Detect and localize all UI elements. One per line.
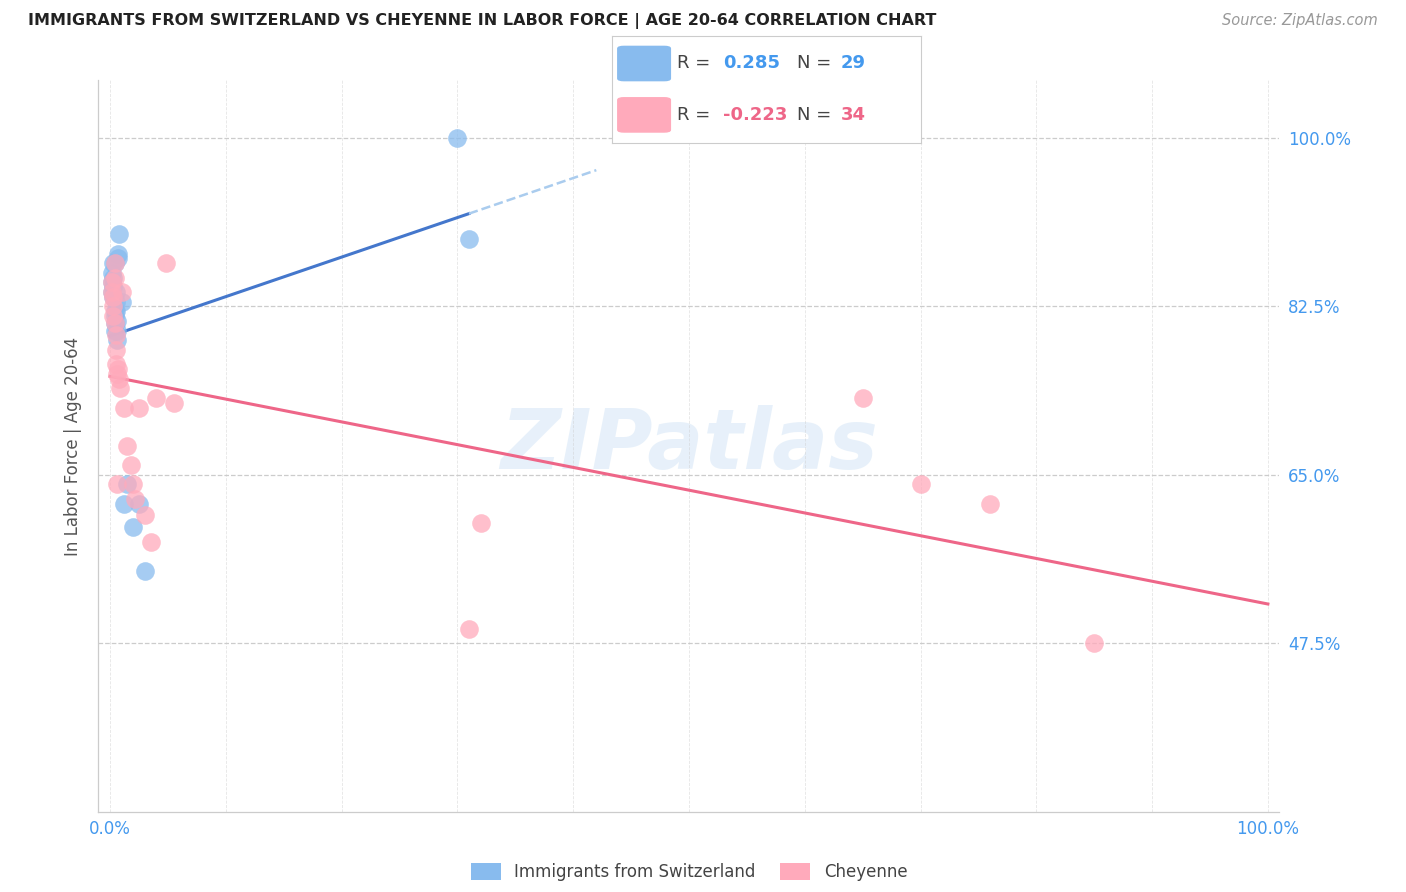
FancyBboxPatch shape	[617, 98, 671, 132]
Text: R =: R =	[676, 54, 710, 72]
Point	[110, 294, 132, 309]
Text: IMMIGRANTS FROM SWITZERLAND VS CHEYENNE IN LABOR FORCE | AGE 20-64 CORRELATION C: IMMIGRANTS FROM SWITZERLAND VS CHEYENNE …	[28, 13, 936, 29]
Point	[104, 304, 127, 318]
Text: N =: N =	[797, 106, 831, 124]
Point	[107, 252, 129, 266]
Point	[117, 439, 139, 453]
Point	[103, 309, 125, 323]
Point	[979, 497, 1001, 511]
Point	[104, 256, 127, 270]
Y-axis label: In Labor Force | Age 20-64: In Labor Force | Age 20-64	[65, 336, 83, 556]
Point	[105, 324, 128, 338]
Point	[910, 477, 932, 491]
Point	[101, 285, 124, 299]
Point	[470, 516, 492, 530]
Point	[101, 285, 124, 299]
Point	[108, 371, 131, 385]
Point	[107, 362, 129, 376]
Point	[104, 324, 127, 338]
Point	[112, 497, 135, 511]
Point	[105, 333, 128, 347]
Point	[103, 256, 125, 270]
Point	[124, 491, 146, 506]
Point	[1083, 636, 1105, 650]
Point	[104, 343, 127, 357]
Point	[145, 391, 167, 405]
Point	[105, 367, 128, 381]
Point	[104, 316, 127, 330]
Point	[446, 131, 468, 145]
Point	[101, 266, 124, 280]
Point	[104, 256, 127, 270]
Point	[110, 285, 132, 299]
Point	[103, 280, 125, 294]
Point	[104, 316, 127, 330]
Text: Source: ZipAtlas.com: Source: ZipAtlas.com	[1222, 13, 1378, 29]
Text: -0.223: -0.223	[723, 106, 787, 124]
Point	[163, 395, 186, 409]
Point	[110, 381, 132, 395]
Text: ZIPatlas: ZIPatlas	[501, 406, 877, 486]
Point	[134, 508, 156, 523]
Point	[104, 270, 127, 285]
FancyBboxPatch shape	[617, 46, 671, 80]
Point	[458, 232, 481, 246]
Point	[128, 401, 150, 415]
Point	[103, 270, 125, 285]
Text: N =: N =	[797, 54, 831, 72]
Point	[104, 285, 127, 299]
Point	[139, 535, 162, 549]
Point	[101, 276, 124, 290]
Point	[155, 256, 177, 270]
Point	[105, 477, 128, 491]
Point	[112, 401, 135, 415]
Point	[105, 314, 128, 328]
Text: 0.285: 0.285	[723, 54, 780, 72]
Point	[120, 458, 142, 473]
Point	[103, 300, 125, 314]
Point	[122, 477, 145, 491]
Point	[104, 309, 127, 323]
Text: R =: R =	[676, 106, 710, 124]
Text: 29: 29	[841, 54, 866, 72]
Point	[107, 246, 129, 260]
Point	[104, 304, 127, 318]
Point	[104, 294, 127, 309]
Point	[101, 276, 124, 290]
Point	[104, 328, 127, 343]
Point	[103, 290, 125, 304]
Point	[128, 497, 150, 511]
Text: 34: 34	[841, 106, 866, 124]
Point	[852, 391, 875, 405]
Legend: Immigrants from Switzerland, Cheyenne: Immigrants from Switzerland, Cheyenne	[464, 856, 914, 888]
Point	[104, 357, 127, 371]
Point	[103, 290, 125, 304]
Point	[122, 520, 145, 534]
Point	[117, 477, 139, 491]
Point	[458, 622, 481, 636]
Point	[134, 564, 156, 578]
Point	[108, 227, 131, 242]
